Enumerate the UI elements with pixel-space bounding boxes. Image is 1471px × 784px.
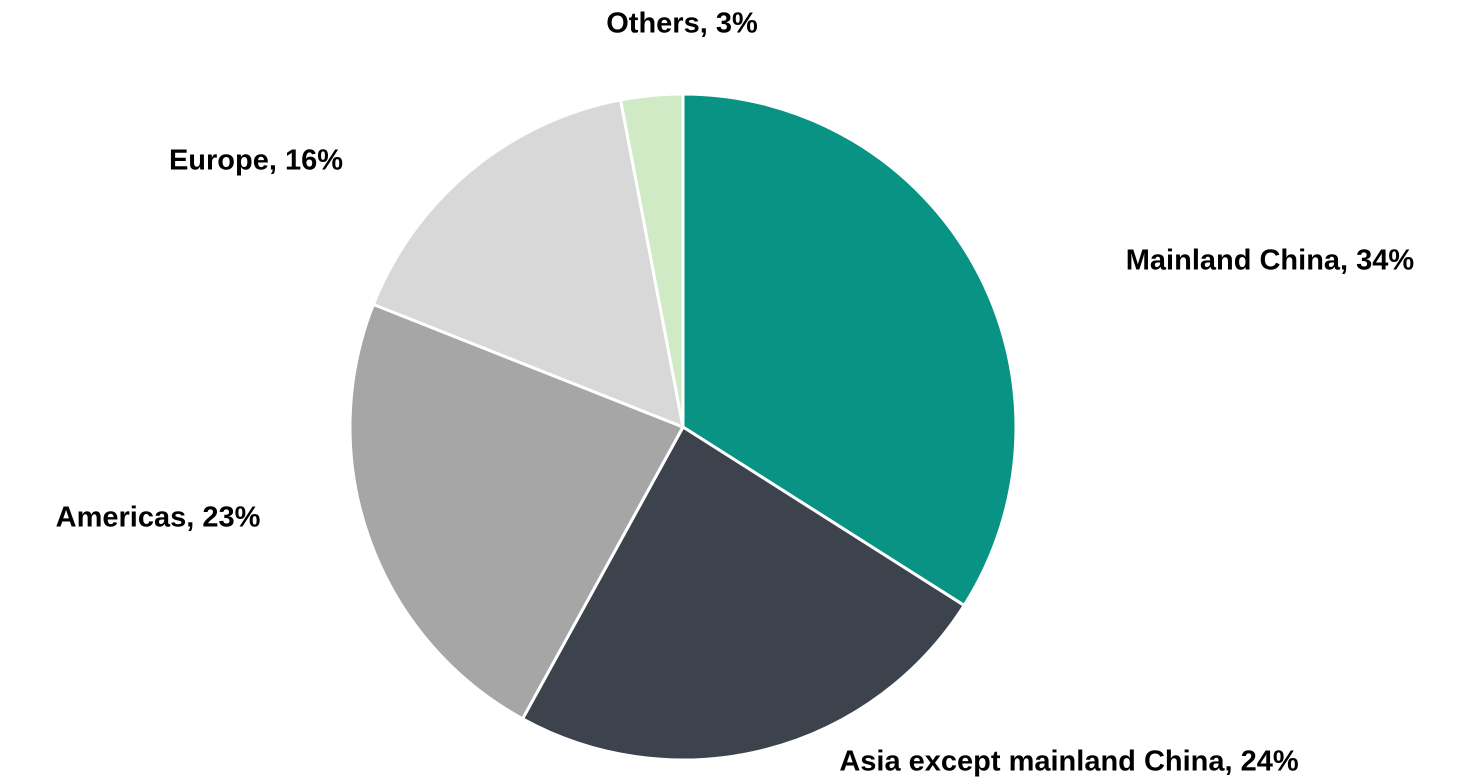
data-label-asia-except-mainland-china: Asia except mainland China, 24%	[839, 746, 1299, 778]
pie-slice-europe	[371, 98, 685, 429]
pie-slices	[348, 92, 1018, 762]
pie-slice-asia-except-mainland-china	[521, 425, 966, 762]
data-labels: Mainland China, 34% Asia except mainland…	[56, 8, 1415, 778]
pie-slice-mainland-china	[681, 92, 1018, 607]
pie-slice-others	[619, 92, 685, 429]
data-label-mainland-china: Mainland China, 34%	[1126, 245, 1415, 277]
pie-slice-americas	[348, 302, 685, 721]
data-label-americas: Americas, 23%	[56, 502, 261, 534]
data-label-others: Others, 3%	[606, 8, 758, 40]
data-label-europe: Europe, 16%	[169, 145, 343, 177]
